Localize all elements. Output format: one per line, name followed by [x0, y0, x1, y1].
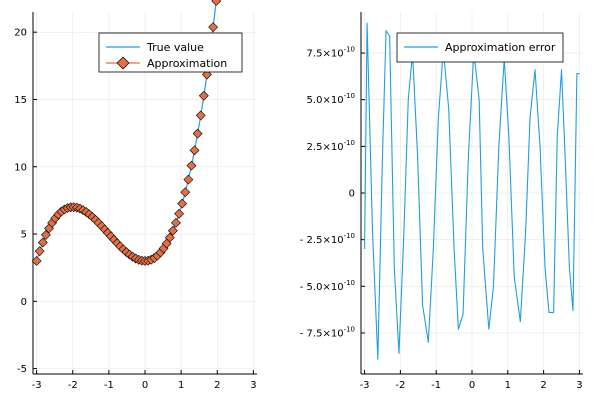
approximation-marker [177, 198, 188, 209]
y-tick-label: 0 [21, 297, 27, 308]
x-tick-label: 1 [505, 380, 511, 391]
x-tick-label: -2 [395, 380, 405, 391]
y-tick-label: 2.5×10-10 [307, 139, 355, 153]
approximation-marker [189, 145, 200, 156]
x-tick-label: -3 [360, 380, 370, 391]
y-tick-label: 0 [349, 189, 355, 200]
left-legend: True value Approximation [98, 32, 243, 73]
approximation-marker [174, 208, 184, 219]
y-tick-label: 7.5×10-10 [307, 46, 355, 60]
y-tick-mantissa: - 2.5×10 [300, 235, 344, 246]
y-tick-exponent: -10 [344, 139, 355, 147]
y-tick-mantissa: 7.5×10 [307, 49, 344, 60]
y-tick-label: 15 [14, 95, 27, 106]
x-tick-label: 1 [178, 380, 184, 391]
right-grid [361, 12, 583, 374]
x-tick-label: 3 [576, 380, 582, 391]
left-series [31, 0, 222, 266]
left-panel: -3 -2 -1 0 1 2 3 -5 0 5 10 15 20 True value Approxim… [14, 0, 257, 391]
approximation-marker [192, 128, 203, 139]
legend-label-true-value: True value [146, 41, 204, 54]
y-tick-exponent: -10 [344, 325, 355, 333]
right-axes: -3 -2 -1 0 1 2 37.5×10-105.0×10-102.5×10-100- … [300, 12, 583, 391]
left-axes: -3 -2 -1 0 1 2 3 -5 0 5 10 15 20 [14, 12, 257, 391]
y-tick-label: -5 [17, 364, 27, 375]
x-tick-label: 3 [250, 380, 256, 391]
y-tick-label: - 7.5×10-10 [300, 325, 355, 339]
approximation-marker [183, 174, 194, 185]
y-tick-exponent: -10 [344, 232, 355, 240]
y-tick-label: 10 [14, 162, 27, 173]
x-tick-label: -1 [104, 380, 114, 391]
right-panel: -3 -2 -1 0 1 2 37.5×10-105.0×10-102.5×10-100- … [300, 12, 583, 391]
y-tick-exponent: -10 [344, 279, 355, 287]
x-tick-label: 0 [469, 380, 475, 391]
approximation-marker [40, 230, 51, 240]
x-tick-label: 2 [214, 380, 220, 391]
y-tick-mantissa: 0 [349, 189, 355, 200]
y-tick-mantissa: 5.0×10 [307, 95, 344, 106]
x-tick-label: -3 [32, 380, 42, 391]
y-tick-mantissa: 2.5×10 [307, 142, 344, 153]
approximation-marker [31, 256, 42, 266]
approximation-marker [208, 22, 219, 33]
y-tick-label: 5.0×10-10 [307, 92, 355, 106]
approximation-marker [195, 110, 206, 121]
approximation-marker [164, 232, 175, 243]
x-tick-label: -1 [431, 380, 441, 391]
y-tick-exponent: -10 [344, 92, 355, 100]
right-legend: Approximation error [396, 32, 564, 63]
legend-diamond-marker [116, 56, 130, 70]
x-tick-label: -2 [68, 380, 78, 391]
approximation-marker [34, 246, 45, 257]
y-tick-label: 5 [21, 230, 27, 241]
approximation-marker [211, 0, 222, 6]
y-tick-label: 20 [14, 28, 27, 39]
x-tick-label: 2 [540, 380, 546, 391]
y-tick-label: - 5.0×10-10 [300, 279, 355, 293]
approximation-marker [198, 90, 209, 101]
approximation-marker [37, 237, 48, 248]
approximation-marker [167, 225, 178, 236]
legend-label-approximation: Approximation [147, 57, 227, 70]
approximation-marker [180, 187, 191, 198]
y-tick-label: - 2.5×10-10 [300, 232, 355, 246]
approximation-marker [171, 217, 181, 228]
y-tick-mantissa: - 5.0×10 [300, 282, 344, 293]
y-tick-exponent: -10 [344, 46, 355, 54]
approximation-marker [186, 160, 197, 171]
y-tick-mantissa: - 7.5×10 [300, 328, 344, 339]
legend-label-approximation-error: Approximation error [445, 41, 556, 54]
x-tick-label: 0 [142, 380, 148, 391]
